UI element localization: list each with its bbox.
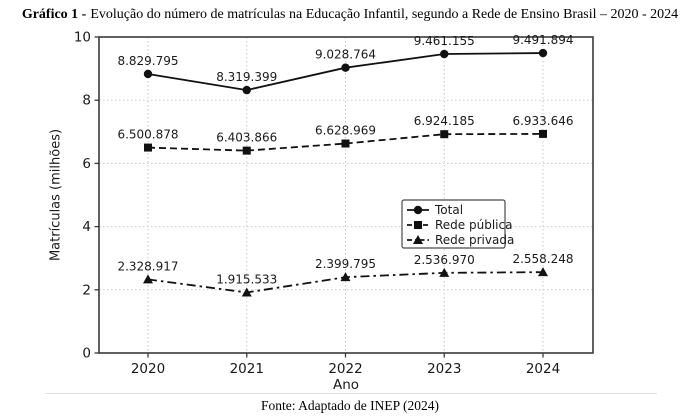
data-label: 2.558.248 [512, 252, 573, 266]
y-axis-label: Matrículas (milhões) [48, 128, 64, 262]
legend-square-marker [414, 221, 422, 229]
circle-marker [341, 63, 350, 72]
triangle-marker [143, 274, 153, 284]
triangle-marker [340, 272, 351, 282]
y-tick-label: 2 [82, 282, 91, 298]
data-label: 1.915.533 [216, 272, 277, 286]
x-axis-label: Ano [332, 377, 360, 393]
square-marker [341, 139, 350, 148]
data-label: 9.491.894 [512, 33, 573, 47]
legend-label: Rede pública [435, 218, 512, 232]
x-tick-label: 2020 [131, 361, 165, 377]
circle-marker [143, 69, 153, 79]
circle-marker [440, 49, 449, 59]
triangle-marker [538, 267, 548, 277]
data-label: 6.628.969 [315, 124, 376, 138]
legend-label: Total [434, 203, 463, 217]
legend-triangle-marker [413, 235, 423, 244]
circle-marker [242, 85, 251, 95]
y-tick-label: 0 [82, 346, 91, 362]
data-label: 9.028.764 [315, 48, 376, 62]
x-tick-label: 2022 [328, 361, 362, 377]
x-tick-label: 2023 [427, 361, 461, 377]
data-label: 9.461.155 [414, 34, 475, 48]
y-tick-label: 4 [82, 219, 91, 235]
x-tick-label: 2021 [230, 361, 264, 377]
data-label: 6.933.646 [512, 114, 573, 128]
x-tick-label: 2024 [526, 361, 560, 377]
triangle-marker [241, 287, 252, 297]
source-note: Fonte: Adaptado de INEP (2024) [261, 398, 439, 413]
y-tick-label: 10 [74, 30, 91, 46]
square-marker [539, 129, 547, 138]
data-label: 8.829.795 [117, 54, 178, 68]
data-label: 6.403.866 [216, 131, 277, 145]
data-label: 2.399.795 [315, 257, 376, 271]
legend-box [401, 199, 506, 249]
chart-title-prefix: Gráfico 1 - [21, 7, 87, 22]
chart-title: Gráfico 1 - Evolução do número de matrícu… [0, 7, 700, 23]
data-label: 6.500.878 [117, 128, 178, 142]
legend-label: Rede privada [435, 233, 514, 247]
data-label: 2.536.970 [414, 253, 475, 267]
y-tick-label: 8 [82, 93, 91, 109]
data-label: 8.319.399 [216, 70, 277, 84]
square-marker [440, 130, 449, 139]
divider [45, 393, 657, 394]
data-label: 2.328.917 [117, 259, 178, 273]
legend-circle-marker [413, 205, 423, 215]
data-label: 6.924.185 [414, 114, 475, 128]
square-marker [144, 143, 152, 152]
y-tick-label: 6 [82, 156, 91, 172]
chart-title-text: Evolução do número de matrículas na Educ… [90, 7, 679, 22]
circle-marker [538, 48, 548, 58]
square-marker [242, 146, 251, 155]
triangle-marker [439, 267, 450, 277]
